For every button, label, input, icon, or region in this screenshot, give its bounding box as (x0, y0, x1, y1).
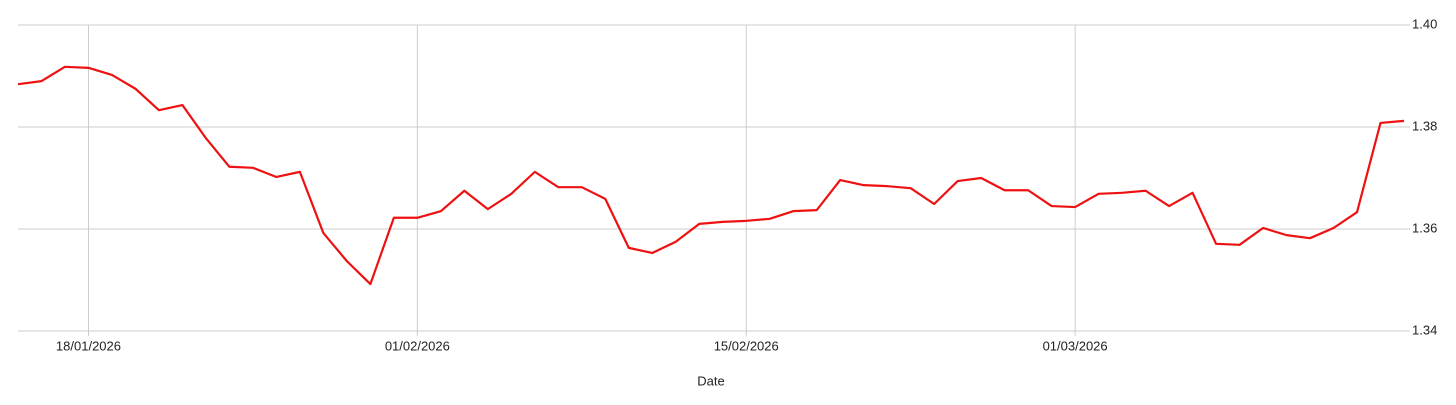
y-tick-label: 1.40 (1412, 16, 1437, 31)
y-tick-label: 1.36 (1412, 220, 1437, 235)
x-axis-label: Date (697, 373, 724, 388)
y-tick-label: 1.38 (1412, 118, 1437, 133)
x-tick-label: 18/01/2026 (56, 338, 121, 353)
x-tick-label: 01/03/2026 (1043, 338, 1108, 353)
line-series (17, 65, 1405, 286)
x-tick-label: 15/02/2026 (714, 338, 779, 353)
x-tick-label: 01/02/2026 (385, 338, 450, 353)
y-tick-label: 1.34 (1412, 322, 1437, 337)
